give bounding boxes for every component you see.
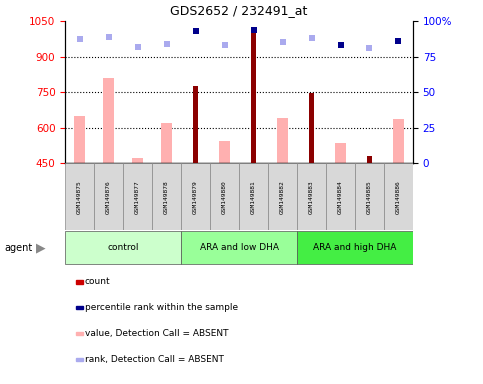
Bar	[76, 358, 83, 361]
FancyBboxPatch shape	[355, 163, 384, 230]
FancyBboxPatch shape	[65, 163, 94, 230]
Text: GSM149883: GSM149883	[309, 180, 314, 214]
FancyBboxPatch shape	[239, 163, 268, 230]
Text: GSM149881: GSM149881	[251, 180, 256, 214]
Text: GSM149879: GSM149879	[193, 180, 198, 214]
Text: rank, Detection Call = ABSENT: rank, Detection Call = ABSENT	[85, 355, 224, 364]
Bar	[76, 280, 83, 283]
FancyBboxPatch shape	[326, 163, 355, 230]
Text: GSM149882: GSM149882	[280, 180, 285, 214]
Bar	[76, 332, 83, 335]
Bar	[193, 86, 198, 163]
Text: ▶: ▶	[36, 241, 46, 254]
Bar	[309, 93, 314, 163]
FancyBboxPatch shape	[268, 163, 297, 230]
Bar	[103, 78, 114, 163]
Bar	[219, 141, 230, 163]
Bar	[335, 143, 346, 163]
Text: GSM149886: GSM149886	[396, 180, 401, 214]
Text: GSM149878: GSM149878	[164, 180, 169, 214]
FancyBboxPatch shape	[65, 231, 181, 264]
FancyBboxPatch shape	[181, 231, 297, 264]
Text: GSM149876: GSM149876	[106, 180, 111, 214]
FancyBboxPatch shape	[297, 231, 413, 264]
Text: GSM149877: GSM149877	[135, 180, 140, 214]
Text: GSM149885: GSM149885	[367, 180, 372, 214]
Text: count: count	[85, 277, 111, 286]
FancyBboxPatch shape	[210, 163, 239, 230]
FancyBboxPatch shape	[297, 163, 326, 230]
Text: percentile rank within the sample: percentile rank within the sample	[85, 303, 238, 312]
Text: GDS2652 / 232491_at: GDS2652 / 232491_at	[170, 4, 308, 17]
Bar	[251, 33, 256, 163]
Text: value, Detection Call = ABSENT: value, Detection Call = ABSENT	[85, 329, 228, 338]
FancyBboxPatch shape	[152, 163, 181, 230]
Bar	[277, 118, 288, 163]
Text: ARA and high DHA: ARA and high DHA	[313, 243, 397, 252]
Bar	[132, 159, 143, 163]
Text: GSM149884: GSM149884	[338, 180, 343, 214]
FancyBboxPatch shape	[181, 163, 210, 230]
Bar	[74, 116, 85, 163]
FancyBboxPatch shape	[123, 163, 152, 230]
Bar	[161, 123, 172, 163]
Text: ARA and low DHA: ARA and low DHA	[199, 243, 279, 252]
Text: agent: agent	[5, 243, 33, 253]
Bar	[76, 306, 83, 310]
Bar	[393, 119, 404, 163]
Bar	[367, 156, 372, 163]
FancyBboxPatch shape	[94, 163, 123, 230]
Text: control: control	[107, 243, 139, 252]
FancyBboxPatch shape	[384, 163, 413, 230]
Text: GSM149880: GSM149880	[222, 180, 227, 214]
Text: GSM149875: GSM149875	[77, 180, 82, 214]
